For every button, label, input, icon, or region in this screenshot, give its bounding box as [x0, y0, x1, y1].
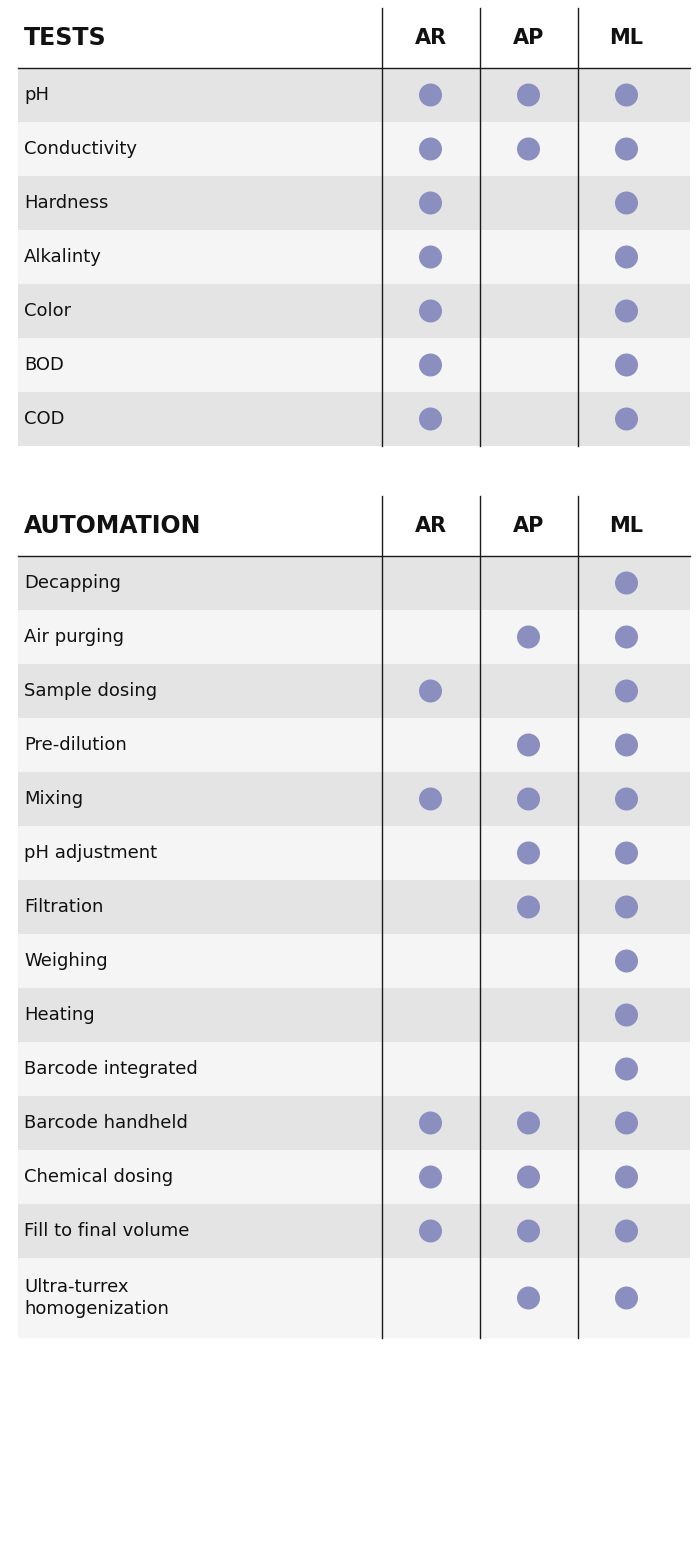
Text: Filtration: Filtration: [24, 899, 104, 916]
Circle shape: [615, 571, 638, 594]
Text: Fill to final volume: Fill to final volume: [24, 1221, 190, 1240]
Circle shape: [517, 841, 540, 865]
Text: Barcode integrated: Barcode integrated: [24, 1061, 197, 1078]
Bar: [18, 1096, 690, 1150]
Text: pH: pH: [24, 86, 49, 103]
Circle shape: [419, 1220, 442, 1243]
Text: AR: AR: [414, 516, 447, 536]
Bar: [18, 610, 690, 664]
Circle shape: [615, 1166, 638, 1189]
Circle shape: [517, 787, 540, 811]
Text: ML: ML: [610, 28, 643, 48]
Bar: [18, 496, 690, 556]
Bar: [18, 1258, 690, 1339]
Circle shape: [419, 787, 442, 811]
Bar: [18, 68, 690, 122]
Circle shape: [615, 787, 638, 811]
Bar: [18, 1042, 690, 1096]
Circle shape: [615, 354, 638, 377]
Circle shape: [517, 1112, 540, 1135]
Circle shape: [419, 1112, 442, 1135]
Bar: [18, 122, 690, 176]
Circle shape: [615, 83, 638, 107]
Circle shape: [419, 354, 442, 377]
Bar: [18, 176, 690, 230]
Circle shape: [615, 191, 638, 215]
Text: Color: Color: [24, 303, 71, 320]
Circle shape: [615, 950, 638, 973]
Circle shape: [419, 408, 442, 431]
Text: Barcode handheld: Barcode handheld: [24, 1115, 188, 1132]
Text: AR: AR: [414, 28, 447, 48]
Circle shape: [615, 1058, 638, 1081]
Circle shape: [615, 137, 638, 161]
Text: ML: ML: [610, 516, 643, 536]
Bar: [18, 718, 690, 772]
Bar: [18, 826, 690, 880]
Circle shape: [419, 137, 442, 161]
Bar: [18, 1150, 690, 1204]
Bar: [18, 772, 690, 826]
Circle shape: [419, 300, 442, 323]
Circle shape: [419, 679, 442, 703]
Circle shape: [615, 1112, 638, 1135]
Circle shape: [517, 896, 540, 919]
Text: TESTS: TESTS: [24, 26, 106, 49]
Circle shape: [517, 733, 540, 757]
Text: Chemical dosing: Chemical dosing: [24, 1167, 173, 1186]
Bar: [18, 8, 690, 68]
Text: Conductivity: Conductivity: [24, 141, 137, 157]
Circle shape: [615, 841, 638, 865]
Text: COD: COD: [24, 411, 64, 428]
Bar: [18, 988, 690, 1042]
Circle shape: [615, 733, 638, 757]
Bar: [18, 1204, 690, 1258]
Circle shape: [615, 679, 638, 703]
Circle shape: [517, 1166, 540, 1189]
Circle shape: [615, 1004, 638, 1027]
Text: BOD: BOD: [24, 357, 64, 374]
Circle shape: [517, 1286, 540, 1309]
Text: Weighing: Weighing: [24, 953, 108, 970]
Circle shape: [419, 191, 442, 215]
Text: Pre-dilution: Pre-dilution: [24, 736, 127, 753]
Circle shape: [419, 83, 442, 107]
Circle shape: [615, 1286, 638, 1309]
Text: Hardness: Hardness: [24, 195, 108, 212]
Text: pH adjustment: pH adjustment: [24, 845, 157, 862]
Bar: [18, 934, 690, 988]
Text: AP: AP: [513, 28, 544, 48]
Circle shape: [615, 1220, 638, 1243]
Bar: [18, 338, 690, 392]
Text: Sample dosing: Sample dosing: [24, 682, 157, 699]
Circle shape: [615, 625, 638, 648]
Circle shape: [517, 83, 540, 107]
Circle shape: [615, 300, 638, 323]
Circle shape: [517, 625, 540, 648]
Text: Ultra-turrex
homogenization: Ultra-turrex homogenization: [24, 1278, 169, 1319]
Bar: [18, 284, 690, 338]
Circle shape: [615, 408, 638, 431]
Text: Air purging: Air purging: [24, 628, 124, 645]
Bar: [18, 230, 690, 284]
Circle shape: [517, 137, 540, 161]
Circle shape: [419, 1166, 442, 1189]
Bar: [18, 664, 690, 718]
Text: AP: AP: [513, 516, 544, 536]
Circle shape: [419, 245, 442, 269]
Text: Decapping: Decapping: [24, 574, 121, 591]
Text: Mixing: Mixing: [24, 791, 83, 808]
Text: Alkalinty: Alkalinty: [24, 249, 102, 266]
Circle shape: [615, 896, 638, 919]
Bar: [18, 392, 690, 446]
Circle shape: [517, 1220, 540, 1243]
Bar: [18, 880, 690, 934]
Text: Heating: Heating: [24, 1007, 94, 1024]
Text: AUTOMATION: AUTOMATION: [24, 514, 202, 537]
Bar: [18, 556, 690, 610]
Circle shape: [615, 245, 638, 269]
